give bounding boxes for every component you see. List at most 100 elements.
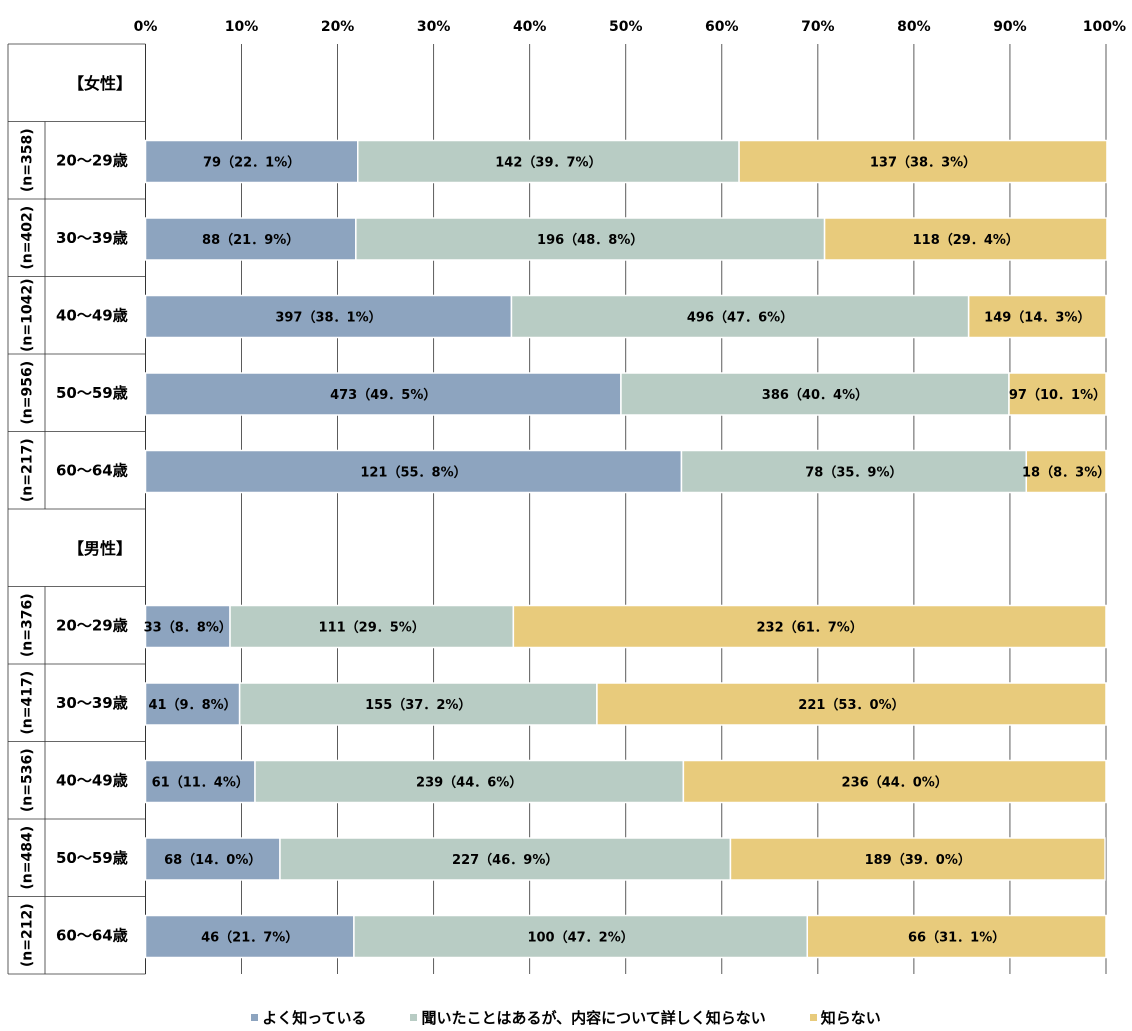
data-label-g0-r2-s2: 149（14．3%）: [984, 310, 1090, 326]
data-label-g0-r1-s0: 88（21．9%）: [202, 232, 299, 248]
data-label-g0-r1-s2: 118（29．4%）: [913, 232, 1019, 248]
bar-g1-r0-s1: [229, 604, 515, 649]
bar-g1-r3-s1: [279, 837, 732, 881]
n-label-g1-r3: (n=484): [20, 826, 36, 890]
x-tick-label-7: 70%: [801, 19, 835, 35]
x-tick-label-6: 60%: [705, 19, 739, 35]
bar-g0-r1-s0: [144, 217, 357, 261]
x-tick-label-10: 100%: [1083, 19, 1126, 35]
data-label-g1-r4-s2: 66（31．1%）: [908, 930, 1005, 946]
bar-g1-r4-s2: [806, 914, 1107, 959]
data-label-g0-r4-s1: 78（35．9%）: [805, 465, 902, 481]
data-label-g0-r3-s2: 97（10．1%）: [1009, 387, 1106, 403]
legend: よく知っている 聞いたことはあるが、内容について詳しく知らない 知らない: [0, 1007, 1132, 1028]
data-label-g1-r1-s0: 41（9．8%）: [148, 697, 236, 713]
category-label-g1-r4: 60～64歳: [56, 926, 128, 944]
x-tick-label-1: 10%: [225, 19, 259, 35]
data-label-g1-r3-s0: 68（14．0%）: [164, 852, 261, 868]
legend-swatch-1: [410, 1014, 418, 1021]
data-label-g1-r0-s1: 111（29．5%）: [319, 620, 425, 636]
x-tick-label-8: 80%: [897, 19, 931, 35]
bar-g1-r2-s0: [144, 759, 256, 804]
data-label-g1-r4-s0: 46（21．7%）: [201, 930, 298, 946]
data-label-g1-r4-s1: 100（47．2%）: [527, 930, 633, 946]
legend-swatch-2: [809, 1014, 817, 1021]
legend-swatch-0: [251, 1014, 259, 1021]
data-label-g0-r3-s1: 386（40．4%）: [762, 387, 868, 403]
data-label-g1-r2-s1: 239（44．6%）: [416, 775, 522, 791]
bar-g0-r1-s1: [355, 217, 826, 261]
data-label-g1-r0-s2: 232（61．7%）: [757, 620, 863, 636]
group-header-1: 【男性】: [68, 539, 132, 558]
legend-item-0: よく知っている: [251, 1007, 366, 1028]
category-label-g1-r0: 20～29歳: [56, 616, 128, 634]
category-label-g0-r0: 20～29歳: [56, 151, 128, 169]
x-tick-label-5: 50%: [609, 19, 643, 35]
x-tick-label-4: 40%: [513, 19, 547, 35]
n-label-g0-r0: (n=358): [20, 128, 36, 192]
data-label-g1-r3-s2: 189（39．0%）: [865, 852, 971, 868]
n-label-g1-r1: (n=417): [20, 671, 36, 735]
bar-g0-r3-s0: [144, 372, 622, 416]
data-label-g1-r1-s1: 155（37．2%）: [365, 697, 471, 713]
n-label-g0-r1: (n=402): [20, 206, 36, 270]
bar-g1-r1-s0: [144, 682, 241, 726]
bar-g0-r3-s1: [620, 372, 1010, 416]
bar-g0-r2-s2: [967, 294, 1107, 339]
n-label-g0-r4: (n=217): [20, 438, 36, 502]
group-header-0: 【女性】: [68, 74, 132, 93]
bar-g1-r2-s2: [682, 759, 1107, 804]
n-label-g1-r0: (n=376): [20, 593, 36, 657]
stacked-bar-chart: 0% 10% 20% 30% 40% 50% 60% 70% 80% 90% 100% 【女性】 (n=…: [7, 19, 1126, 975]
legend-label-0: よく知っている: [262, 1009, 367, 1027]
data-label-g1-r2-s0: 61（11．4%）: [152, 775, 249, 791]
bar-g1-r0-s0: [144, 604, 231, 649]
n-label-g1-r4: (n=212): [20, 903, 36, 967]
legend-label-2: 知らない: [820, 1009, 881, 1027]
bar-g1-r3-s2: [729, 837, 1106, 881]
bar-g0-r4-s2: [1025, 449, 1107, 494]
x-tick-label-0: 0%: [134, 19, 158, 35]
x-tick-label-2: 20%: [321, 19, 355, 35]
x-tick-label-3: 30%: [417, 19, 451, 35]
data-label-g0-r0-s0: 79（22．1%）: [203, 155, 300, 171]
n-label-g0-r3: (n=956): [20, 361, 36, 425]
n-label-g0-r2: (n=1042): [20, 279, 36, 352]
bar-g0-r2-s0: [144, 294, 513, 339]
bar-g1-r4-s0: [144, 914, 355, 959]
data-label-g1-r3-s1: 227（46．9%）: [452, 852, 558, 868]
bar-g0-r1-s2: [823, 217, 1108, 261]
category-label-g0-r2: 40～49歳: [56, 306, 128, 324]
data-label-g0-r1-s1: 196（48．8%）: [537, 232, 643, 248]
bar-g0-r0-s1: [357, 139, 740, 184]
category-label-g0-r3: 50～59歳: [56, 384, 128, 402]
data-label-g0-r0-s1: 142（39．7%）: [495, 155, 601, 171]
data-label-g0-r3-s0: 473（49．5%）: [330, 387, 436, 403]
legend-label-1: 聞いたことはあるが、内容について詳しく知らない: [421, 1009, 766, 1027]
bar-g0-r0-s0: [144, 139, 359, 184]
legend-item-2: 知らない: [809, 1007, 881, 1028]
data-label-g0-r2-s1: 496（47．6%）: [687, 310, 793, 326]
bar-g0-r3-s2: [1008, 372, 1107, 416]
x-tick-label-9: 90%: [993, 19, 1027, 35]
category-label-g0-r4: 60～64歳: [56, 461, 128, 479]
bar-g0-r4-s0: [144, 449, 683, 494]
data-label-g0-r4-s2: 18（8．3%）: [1022, 465, 1110, 481]
bar-g1-r0-s2: [512, 604, 1107, 649]
data-label-g0-r4-s0: 121（55．8%）: [360, 465, 466, 481]
data-label-g1-r1-s2: 221（53．0%）: [798, 697, 904, 713]
category-label-g1-r1: 30～39歳: [56, 694, 128, 712]
data-label-g1-r0-s0: 33（8．8%）: [144, 620, 232, 636]
bar-g1-r1-s2: [596, 682, 1107, 726]
bar-g1-r1-s1: [238, 682, 598, 726]
n-label-g1-r2: (n=536): [20, 748, 36, 812]
category-label-g1-r2: 40～49歳: [56, 771, 128, 789]
data-label-g1-r2-s2: 236（44．0%）: [842, 775, 948, 791]
legend-item-1: 聞いたことはあるが、内容について詳しく知らない: [410, 1007, 766, 1028]
category-label-g0-r1: 30～39歳: [56, 229, 128, 247]
data-label-g0-r0-s2: 137（38．3%）: [870, 155, 976, 171]
data-label-g0-r2-s0: 397（38．1%）: [275, 310, 381, 326]
category-label-g1-r3: 50～59歳: [56, 849, 128, 867]
bar-g0-r0-s2: [738, 139, 1108, 184]
